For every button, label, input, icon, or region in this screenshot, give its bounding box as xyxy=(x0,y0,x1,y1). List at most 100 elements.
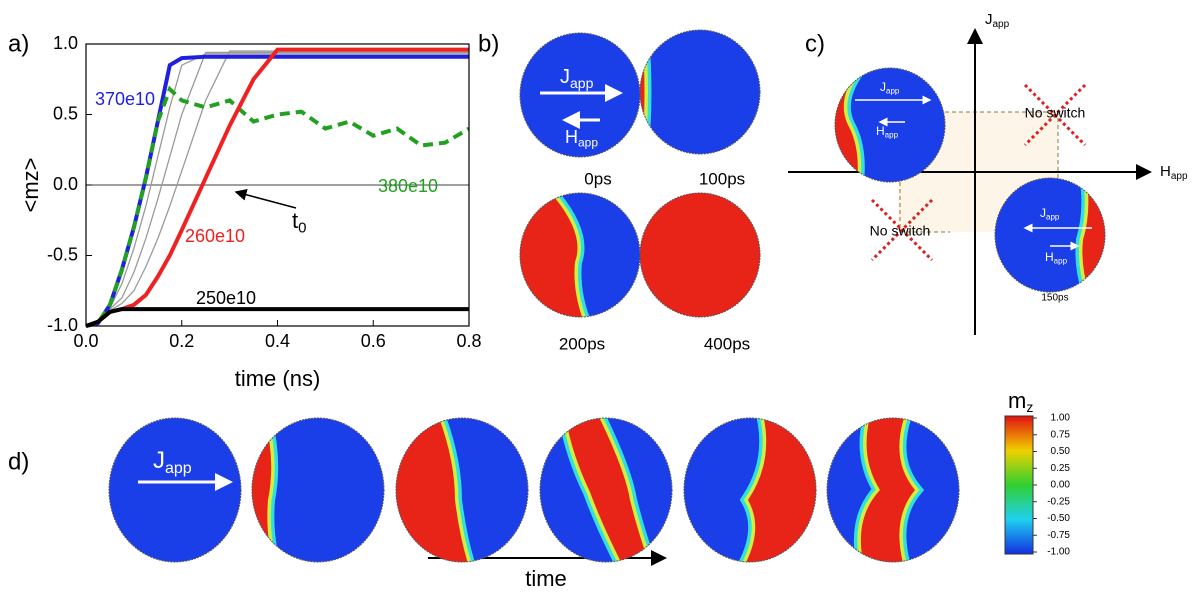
disk xyxy=(520,33,640,157)
subscript: app xyxy=(885,131,899,140)
series-label: 380e10 xyxy=(378,176,438,196)
label: t0 xyxy=(292,208,306,237)
colorbar-tick-label: -0.75 xyxy=(1047,530,1070,541)
domain xyxy=(640,193,760,317)
domain xyxy=(520,193,585,317)
y-tick-label: -1.0 xyxy=(47,315,78,335)
domain xyxy=(860,418,915,562)
y-tick-label: 0.5 xyxy=(53,103,78,123)
disk xyxy=(640,193,760,317)
colorbar-title: mz xyxy=(1008,388,1033,415)
subscript: app xyxy=(1171,171,1188,182)
panel-label: d) xyxy=(8,448,29,475)
label: Happ xyxy=(876,124,899,140)
y-axis-label: <mz> xyxy=(18,157,43,212)
symbol: H xyxy=(1045,250,1054,264)
disk-base xyxy=(640,30,760,154)
colorbar-tick-label: 1.00 xyxy=(1051,413,1071,424)
y-tick-label: -0.5 xyxy=(47,244,78,264)
panel-label: c) xyxy=(805,30,825,57)
colorbar-tick-label: 0.00 xyxy=(1051,480,1071,491)
symbol: m xyxy=(1008,388,1026,413)
x-tick-label: 0.4 xyxy=(265,331,290,351)
subscript: app xyxy=(993,19,1010,30)
disk xyxy=(640,30,760,154)
disk-edge xyxy=(251,417,385,563)
label: Japp xyxy=(560,66,594,90)
colorbar-tick-label: -1.00 xyxy=(1047,547,1070,558)
subscript: 0 xyxy=(298,220,306,237)
time-label: 400ps xyxy=(704,334,750,353)
symbol: t xyxy=(292,208,298,233)
subscript: app xyxy=(578,136,598,150)
colorbar-tick-label: -0.25 xyxy=(1047,496,1070,507)
symbol: H xyxy=(565,127,578,147)
subscript: app xyxy=(1054,257,1068,266)
disk-edge xyxy=(539,417,673,563)
subscript: app xyxy=(886,87,900,96)
label: Japp xyxy=(1040,206,1060,222)
plot-frame xyxy=(85,43,470,327)
symbol: H xyxy=(876,124,885,138)
series-label: 250e10 xyxy=(196,288,256,308)
label: Japp xyxy=(880,80,900,96)
time-label: 200ps xyxy=(559,334,605,353)
symbol: J xyxy=(153,447,165,474)
disk xyxy=(109,418,241,562)
colorbar-tick-label: -0.50 xyxy=(1047,513,1070,524)
x-tick-label: 0.0 xyxy=(73,331,98,351)
y-tick-label: 0.0 xyxy=(53,174,78,194)
disk xyxy=(540,418,672,562)
disk-base xyxy=(109,418,241,562)
symbol: H xyxy=(1160,163,1171,180)
disk-edge xyxy=(108,417,242,563)
x-tick-label: 0.8 xyxy=(456,331,481,351)
disk-edge xyxy=(683,417,817,563)
label: Happ xyxy=(1045,250,1068,266)
label: Japp xyxy=(153,447,192,477)
series-line xyxy=(85,307,469,328)
disk-edge xyxy=(519,32,641,158)
disk-edge xyxy=(834,67,946,183)
symbol: J xyxy=(1040,206,1046,220)
disk-base xyxy=(252,418,384,562)
disk-base xyxy=(520,33,640,157)
disk-edge xyxy=(994,177,1106,293)
disk-edge xyxy=(826,417,960,563)
time-label: 100ps xyxy=(699,169,745,188)
annotation: No switch xyxy=(1025,105,1086,121)
series-line xyxy=(85,53,469,327)
x-axis-label: time (ns) xyxy=(235,366,321,391)
domain xyxy=(1082,178,1105,292)
symbol: J xyxy=(985,11,993,28)
domain xyxy=(396,418,470,562)
annotation: No switch xyxy=(870,223,931,239)
domain xyxy=(742,418,816,562)
label: Happ xyxy=(565,127,598,150)
subscript: app xyxy=(570,75,594,91)
time-label: time xyxy=(525,566,567,591)
disk xyxy=(252,418,384,562)
subscript: app xyxy=(1046,213,1060,222)
subscript: app xyxy=(165,460,192,477)
subscript: z xyxy=(1026,399,1033,415)
symbol: J xyxy=(880,80,886,94)
series-label: 370e10 xyxy=(95,89,155,109)
x-tick-label: 0.2 xyxy=(169,331,194,351)
symbol: J xyxy=(560,66,570,88)
disk-edge xyxy=(639,29,761,155)
disk xyxy=(520,193,640,317)
axis-label: Japp xyxy=(985,11,1010,30)
series-label: 260e10 xyxy=(185,226,245,246)
y-tick-label: 1.0 xyxy=(53,33,78,53)
annotation-arrow xyxy=(234,188,297,209)
colorbar xyxy=(1004,415,1034,555)
colorbar-tick-label: 0.75 xyxy=(1051,429,1071,440)
x-tick-label: 0.6 xyxy=(361,331,386,351)
cross xyxy=(870,83,1087,262)
disk-edge xyxy=(639,192,761,318)
disk xyxy=(827,418,959,562)
domain xyxy=(565,418,652,562)
disk-edge xyxy=(395,417,529,563)
